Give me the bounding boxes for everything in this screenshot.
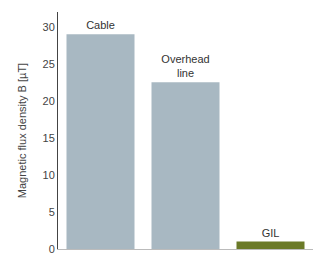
svg-text:30: 30 (43, 21, 55, 33)
svg-text:20: 20 (43, 95, 55, 107)
svg-text:Cable: Cable (86, 19, 115, 31)
svg-text:5: 5 (49, 206, 55, 218)
svg-text:Overheadline: Overheadline (161, 53, 209, 79)
svg-text:0: 0 (49, 243, 55, 255)
svg-text:Magnetic flux density B [µT]: Magnetic flux density B [µT] (16, 63, 28, 198)
svg-text:GIL: GIL (262, 227, 280, 239)
svg-text:15: 15 (43, 132, 55, 144)
svg-text:10: 10 (43, 169, 55, 181)
svg-text:25: 25 (43, 58, 55, 70)
